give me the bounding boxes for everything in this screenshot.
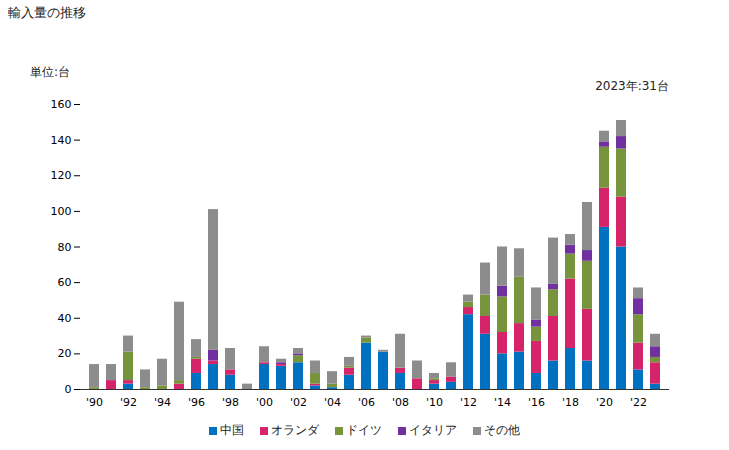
html-text:輸入量の推移: 輸入量の推移 (8, 5, 86, 20)
svg-text:140: 140 (51, 134, 72, 147)
svg-text:'16: '16 (528, 396, 545, 409)
svg-text:'12: '12 (460, 396, 477, 409)
svg-text:'92: '92 (120, 396, 137, 409)
svg-text:40: 40 (58, 312, 72, 325)
svg-text:'06: '06 (358, 396, 375, 409)
svg-text:100: 100 (51, 205, 72, 218)
svg-text:'22: '22 (630, 396, 647, 409)
html-text:その他: その他 (484, 423, 520, 437)
svg-text:80: 80 (58, 241, 72, 254)
svg-text:'04: '04 (324, 396, 341, 409)
html-text:中国: 中国 (220, 423, 244, 437)
svg-text:'00: '00 (256, 396, 273, 409)
svg-text:'98: '98 (222, 396, 239, 409)
svg-text:'18: '18 (562, 396, 579, 409)
svg-text:60: 60 (58, 276, 72, 289)
svg-text:160: 160 (51, 98, 72, 111)
html-text:単位:台: 単位:台 (30, 65, 70, 79)
svg-text:'02: '02 (290, 396, 307, 409)
svg-text:'90: '90 (86, 396, 103, 409)
svg-text:'08: '08 (392, 396, 409, 409)
svg-text:'94: '94 (154, 396, 171, 409)
html-text:ドイツ: ドイツ (346, 423, 382, 437)
svg-text:'96: '96 (188, 396, 205, 409)
svg-text:'10: '10 (426, 396, 443, 409)
html-text:イタリア: イタリア (409, 423, 457, 437)
html-text:2023年:31台: 2023年:31台 (595, 79, 669, 93)
svg-text:'14: '14 (494, 396, 511, 409)
html-text:オランダ: オランダ (271, 423, 319, 437)
svg-text:'20: '20 (596, 396, 613, 409)
svg-text:120: 120 (51, 169, 72, 182)
svg-text:20: 20 (58, 347, 72, 360)
svg-text:0: 0 (65, 383, 72, 396)
